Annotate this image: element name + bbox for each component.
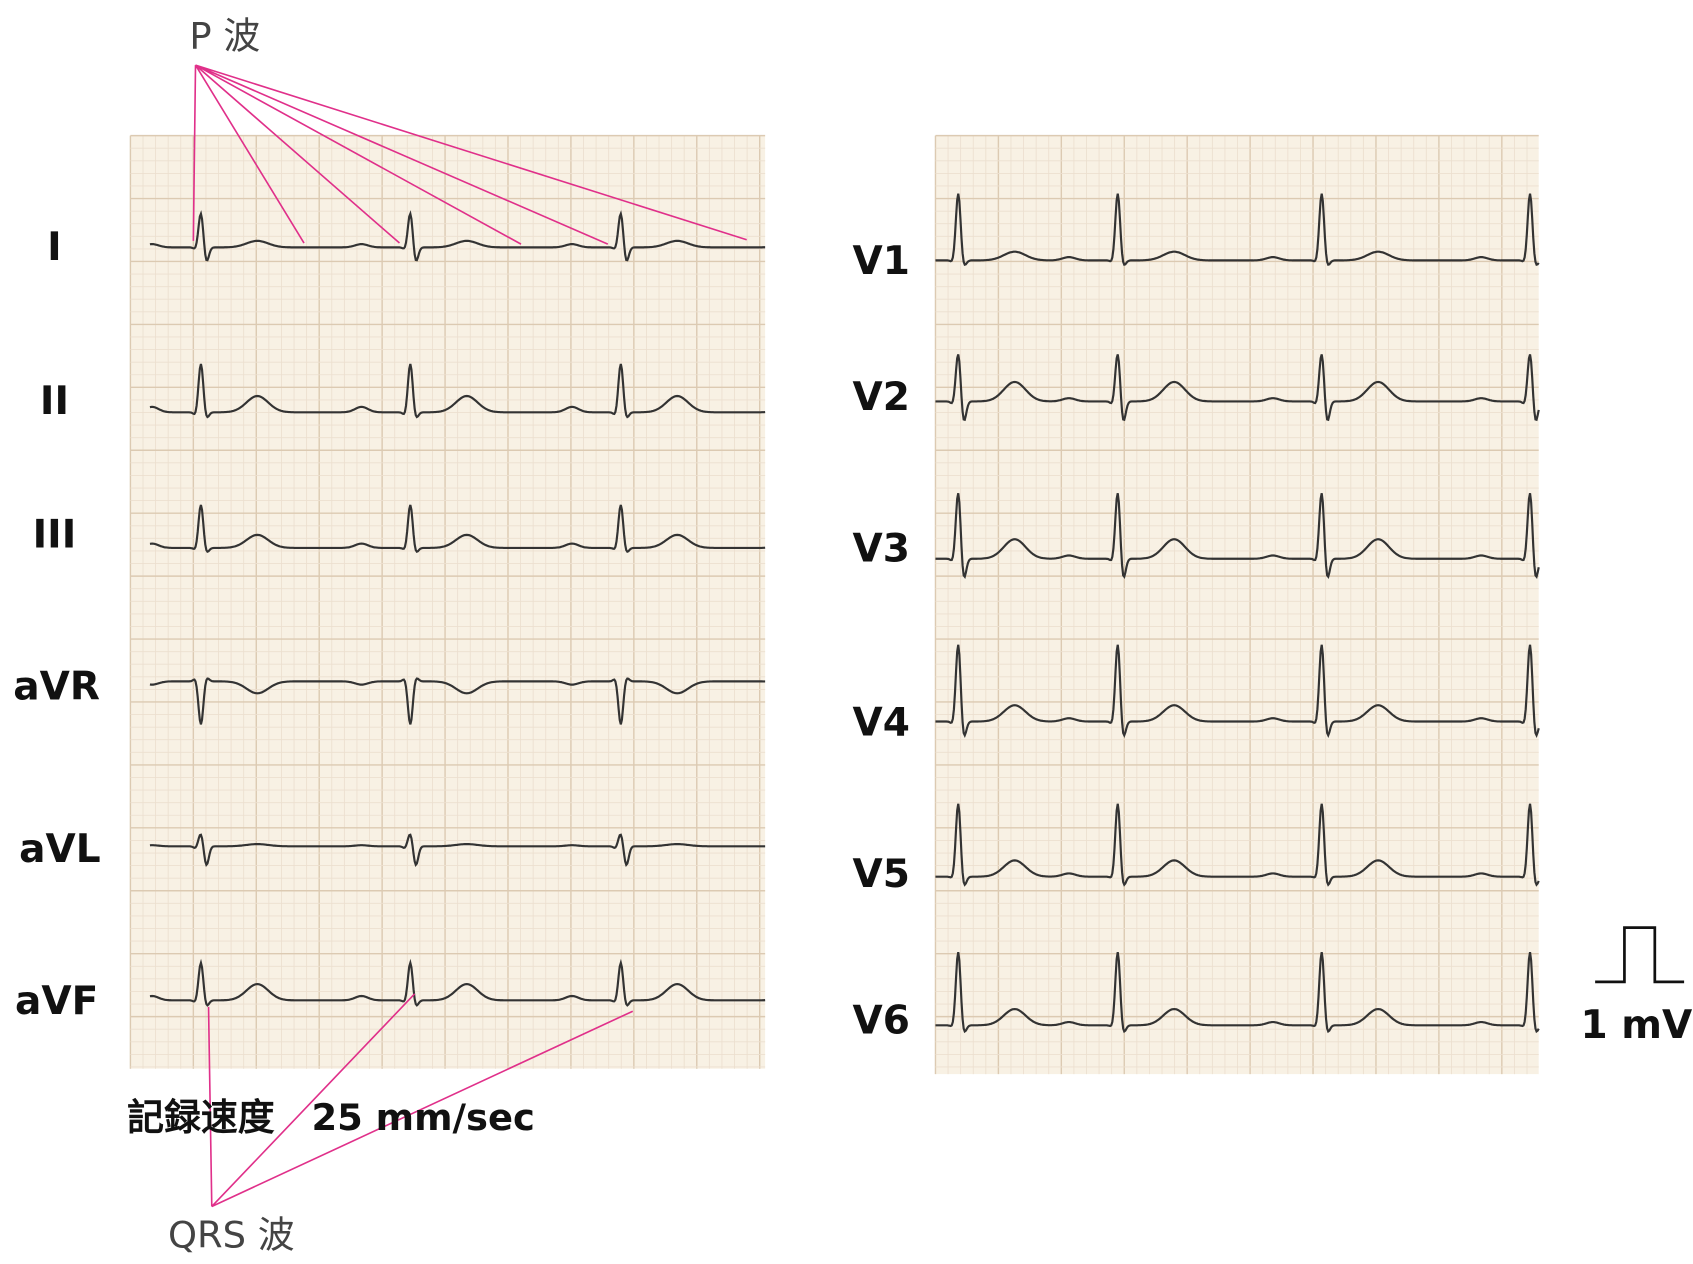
lead-label: V4 (853, 700, 910, 745)
ecg-trace (935, 354, 1540, 422)
lead-label: III (33, 513, 77, 558)
lead-label: V6 (853, 999, 910, 1044)
lead-label: V1 (853, 239, 910, 284)
qrs-pointers (207, 993, 634, 1208)
lead-label: aVF (15, 979, 98, 1024)
ecg-trace (935, 493, 1540, 579)
ecg-trace (149, 958, 766, 1007)
lead-label: aVR (13, 664, 100, 709)
ecg-trace (935, 193, 1540, 266)
qrs-label: QRS 波 (168, 1213, 295, 1256)
calibration-pulse (1595, 926, 1685, 984)
ecg-trace (149, 210, 766, 262)
ecg-paper (129, 134, 1539, 1075)
ecg-traces (149, 193, 1540, 1034)
recording-speed: 記録速度 25 mm/sec (127, 1096, 535, 1139)
ecg-trace (935, 644, 1540, 739)
lead-label: V3 (853, 527, 910, 572)
pointer-lines (192, 64, 747, 245)
lead-label: V2 (853, 375, 910, 420)
lead-label: II (40, 379, 69, 424)
ecg-trace (149, 363, 766, 419)
p-wave-label: P 波 (189, 14, 260, 57)
ecg-trace (149, 677, 766, 725)
pointer-lines (207, 993, 634, 1208)
lead-label: aVL (19, 827, 100, 872)
ecg-trace (149, 833, 766, 868)
p-wave-pointers (192, 64, 747, 245)
ecg-trace (935, 952, 1540, 1034)
ecg-trace (149, 504, 766, 554)
calibration-label: 1 mV (1581, 1003, 1693, 1048)
ecg-trace (935, 803, 1540, 887)
lead-label: V5 (853, 852, 910, 897)
lead-label: I (47, 225, 62, 270)
